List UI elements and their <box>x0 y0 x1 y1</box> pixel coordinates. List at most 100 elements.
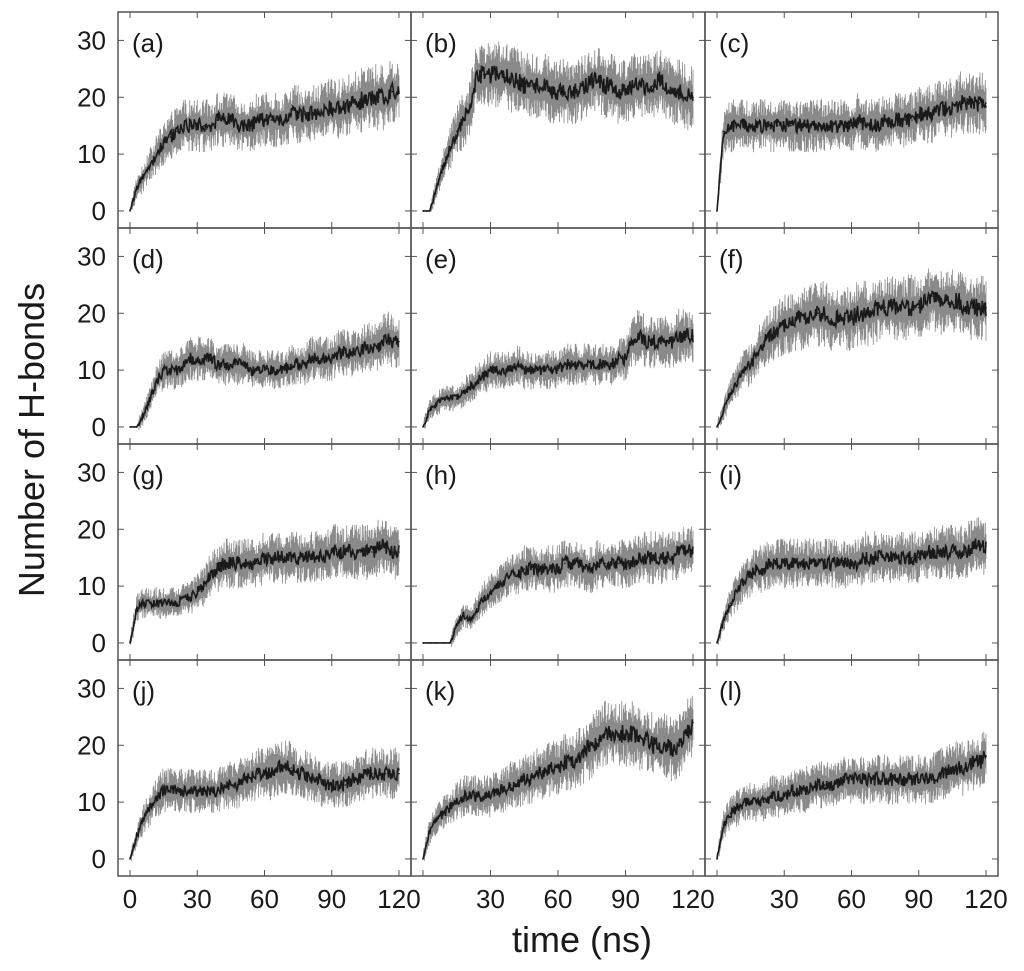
data-point <box>496 369 499 371</box>
data-point <box>678 551 681 553</box>
data-point <box>597 363 600 366</box>
data-point <box>557 90 559 93</box>
data-point <box>850 318 853 320</box>
data-point <box>584 85 586 87</box>
data-point <box>196 124 199 127</box>
data-point <box>344 551 347 553</box>
panel-b: (b) <box>410 11 706 229</box>
data-point <box>891 119 893 121</box>
panel-label: (h) <box>425 460 457 490</box>
data-point <box>142 818 145 820</box>
data-point <box>611 85 613 87</box>
data-point <box>277 119 279 121</box>
panel-label: (c) <box>719 28 749 58</box>
data-point <box>678 744 681 747</box>
data-point <box>364 551 367 553</box>
data-point <box>790 124 792 127</box>
data-point <box>428 829 431 832</box>
data-point <box>830 124 833 127</box>
data-point <box>617 733 620 735</box>
data-point <box>337 784 340 786</box>
data-point <box>530 778 532 781</box>
data-point <box>337 107 340 110</box>
data-point <box>223 562 225 565</box>
data-point <box>391 340 394 343</box>
data-point <box>290 363 293 366</box>
data-point <box>304 556 306 559</box>
data-point <box>203 789 205 792</box>
data-point <box>297 363 299 366</box>
data-point <box>965 306 967 309</box>
data-point <box>823 562 826 565</box>
data-point <box>665 85 667 87</box>
data-point <box>189 596 192 599</box>
data-point <box>557 767 559 769</box>
data-point <box>638 335 640 337</box>
data-point <box>651 85 654 87</box>
data-point <box>570 90 573 93</box>
data-point <box>256 369 259 371</box>
data-point <box>378 346 380 349</box>
data-point <box>270 369 273 371</box>
series-line <box>716 750 987 859</box>
data-point <box>243 778 246 781</box>
data-point <box>692 551 694 553</box>
data-point <box>638 85 640 87</box>
series-line <box>129 538 400 644</box>
data-point <box>631 562 634 565</box>
data-point <box>671 556 674 559</box>
data-point <box>317 357 320 360</box>
series-noise-envelope <box>716 517 987 645</box>
data-point <box>722 824 725 826</box>
data-point <box>884 556 886 559</box>
data-point <box>149 602 151 604</box>
data-point <box>398 772 400 775</box>
data-point <box>978 306 981 309</box>
data-point <box>597 562 600 565</box>
data-point <box>563 761 566 764</box>
data-point <box>897 556 900 559</box>
data-point <box>351 102 353 104</box>
data-point <box>823 784 826 786</box>
data-point <box>270 119 273 121</box>
data-point <box>455 130 458 133</box>
data-point <box>796 318 799 320</box>
data-point <box>736 380 738 383</box>
data-point <box>216 568 219 570</box>
x-tick-label: 90 <box>904 884 933 914</box>
data-point <box>917 306 920 309</box>
data-point <box>978 545 981 548</box>
data-point <box>337 352 340 354</box>
x-tick-label: 90 <box>317 884 346 914</box>
series-noise-envelope <box>716 71 987 211</box>
data-point <box>716 210 718 212</box>
data-point <box>223 784 225 786</box>
data-point <box>911 119 913 121</box>
data-point <box>685 551 688 553</box>
data-point <box>692 96 694 99</box>
data-point <box>509 573 512 576</box>
panel-k: (k) 30 60 90 120 <box>410 659 715 914</box>
data-point <box>985 545 987 548</box>
data-point <box>938 772 940 775</box>
data-point <box>897 306 900 309</box>
data-point <box>536 85 539 87</box>
data-point <box>830 784 833 786</box>
data-point <box>428 409 431 411</box>
data-point <box>924 301 927 303</box>
data-point <box>857 562 860 565</box>
data-point <box>803 789 806 792</box>
y-tick-label: 10 <box>77 571 106 601</box>
data-point <box>864 312 866 315</box>
data-point <box>283 369 286 371</box>
data-point <box>864 124 866 127</box>
data-point <box>384 772 387 775</box>
data-point <box>716 858 718 860</box>
data-point <box>590 744 593 747</box>
data-point <box>763 124 765 127</box>
data-point <box>817 562 819 565</box>
data-point <box>290 556 293 559</box>
data-point <box>557 568 559 570</box>
y-tick-label: 20 <box>77 82 106 112</box>
x-tick-label: 90 <box>611 884 640 914</box>
